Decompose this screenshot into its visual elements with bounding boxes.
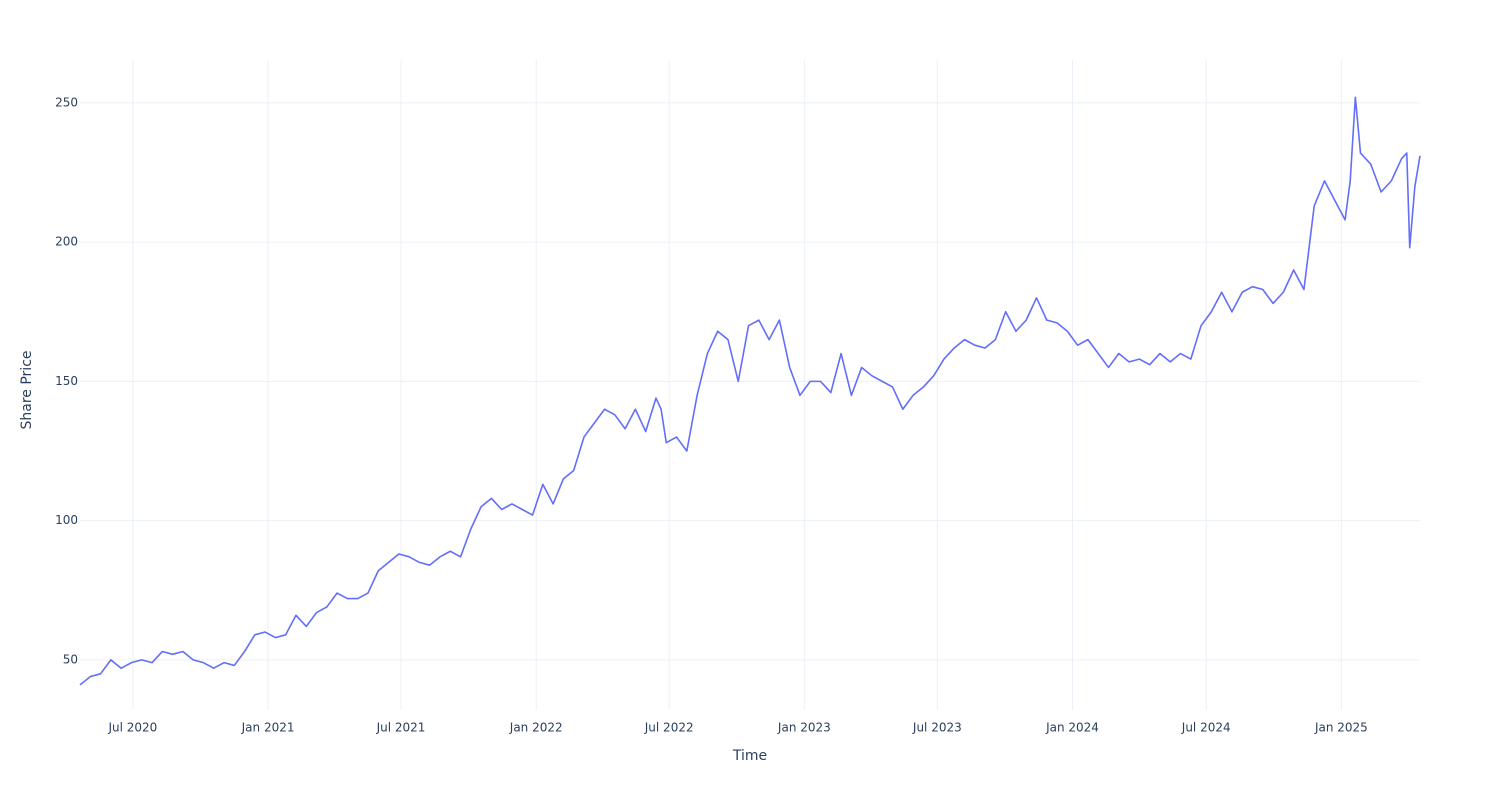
y-tick-label: 200	[55, 235, 78, 249]
y-tick-label: 150	[55, 374, 78, 388]
y-tick-label: 50	[63, 652, 78, 666]
price-line	[79, 96, 1421, 686]
y-tick-label: 100	[55, 513, 78, 527]
x-tick-label: Jan 2022	[509, 721, 563, 735]
x-tick-label: Jul 2020	[107, 721, 157, 735]
x-tick-label: Jul 2023	[912, 721, 962, 735]
x-tick-label: Jul 2022	[644, 721, 694, 735]
x-tick-label: Jan 2021	[241, 721, 295, 735]
y-axis-title: Share Price	[19, 350, 35, 429]
x-tick-label: Jul 2024	[1181, 721, 1231, 735]
x-tick-label: Jan 2025	[1314, 721, 1368, 735]
y-tick-label: 250	[55, 95, 78, 109]
x-tick-label: Jan 2024	[1045, 721, 1099, 735]
x-tick-label: Jul 2021	[376, 721, 426, 735]
x-axis-title: Time	[732, 748, 767, 764]
x-tick-label: Jan 2023	[777, 721, 831, 735]
